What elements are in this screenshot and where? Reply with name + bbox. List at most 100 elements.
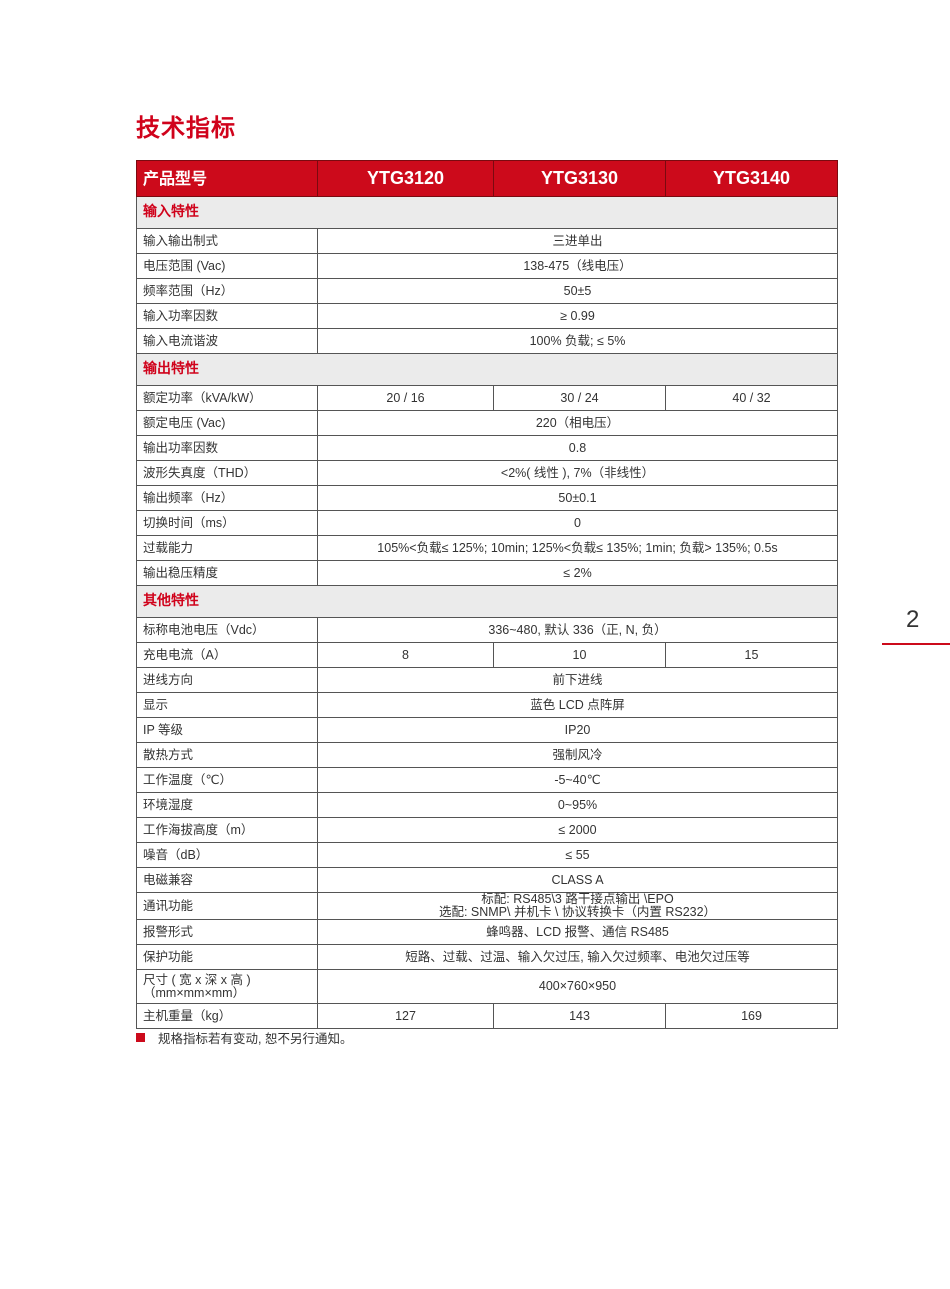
row-value: 蓝色 LCD 点阵屏 (317, 692, 838, 718)
row-value: 前下进线 (317, 667, 838, 693)
row-label: 切换时间（ms） (136, 510, 318, 536)
row-value: 127 (317, 1003, 494, 1029)
row-value: 50±5 (317, 278, 838, 304)
row-value: 0 (317, 510, 838, 536)
table-row: 输出稳压精度 ≤ 2% (136, 560, 838, 586)
row-label: 过载能力 (136, 535, 318, 561)
row-label: IP 等级 (136, 717, 318, 743)
page-title: 技术指标 (136, 114, 236, 142)
row-label: 报警形式 (136, 919, 318, 945)
row-value: 强制风冷 (317, 742, 838, 768)
row-value: 138-475（线电压） (317, 253, 838, 279)
section-title: 其他特性 (136, 585, 838, 618)
table-row: 环境湿度 0~95% (136, 792, 838, 818)
row-label: 工作温度（℃） (136, 767, 318, 793)
section-title: 输入特性 (136, 196, 838, 229)
row-label: 充电电流（A） (136, 642, 318, 668)
row-value: 30 / 24 (493, 385, 666, 411)
spec-table: 产品型号 YTG3120 YTG3130 YTG3140 输入特性 输入输出制式三… (136, 160, 838, 1029)
row-value: 50±0.1 (317, 485, 838, 511)
row-label: 保护功能 (136, 944, 318, 970)
row-value: ≤ 2000 (317, 817, 838, 843)
table-row: 尺寸 ( 宽 x 深 x 高 ) （mm×mm×mm） 400×760×950 (136, 969, 838, 1004)
table-row: 输出功率因数 0.8 (136, 435, 838, 461)
row-value: ≥ 0.99 (317, 303, 838, 329)
row-label: 电磁兼容 (136, 867, 318, 893)
table-row: 散热方式 强制风冷 (136, 742, 838, 768)
row-label: 主机重量（kg） (136, 1003, 318, 1029)
row-label: 电压范围 (Vac) (136, 253, 318, 279)
table-row: 工作海拔高度（m） ≤ 2000 (136, 817, 838, 843)
row-value: 40 / 32 (665, 385, 838, 411)
row-value: 10 (493, 642, 666, 668)
row-value: -5~40℃ (317, 767, 838, 793)
row-value: 15 (665, 642, 838, 668)
row-value: 8 (317, 642, 494, 668)
row-label: 输入输出制式 (136, 228, 318, 254)
row-value: 0.8 (317, 435, 838, 461)
table-row: 输入功率因数 ≥ 0.99 (136, 303, 838, 329)
row-label: 频率范围（Hz） (136, 278, 318, 304)
row-value: ≤ 2% (317, 560, 838, 586)
row-label: 输出频率（Hz） (136, 485, 318, 511)
table-row: 保护功能 短路、过载、过温、输入欠过压, 输入欠过频率、电池欠过压等 (136, 944, 838, 970)
table-row: IP 等级 IP20 (136, 717, 838, 743)
row-value: 336~480, 默认 336（正, N, 负） (317, 617, 838, 643)
table-row: 额定功率（kVA/kW） 20 / 16 30 / 24 40 / 32 (136, 385, 838, 411)
row-value: 蜂鸣器、LCD 报警、通信 RS485 (317, 919, 838, 945)
section-header-row: 输入特性 (136, 196, 838, 229)
row-label: 尺寸 ( 宽 x 深 x 高 ) （mm×mm×mm） (136, 969, 318, 1004)
row-label: 标称电池电压（Vdc） (136, 617, 318, 643)
model-header: YTG3120 (317, 160, 494, 197)
section-header-row: 其他特性 (136, 585, 838, 618)
table-row: 电压范围 (Vac) 138-475（线电压） (136, 253, 838, 279)
row-label: 显示 (136, 692, 318, 718)
row-label: 工作海拔高度（m） (136, 817, 318, 843)
row-label: 额定电压 (Vac) (136, 410, 318, 436)
page-number: 2 (906, 606, 920, 633)
row-label: 进线方向 (136, 667, 318, 693)
table-header-row: 产品型号 YTG3120 YTG3130 YTG3140 (136, 160, 838, 197)
row-label: 环境湿度 (136, 792, 318, 818)
table-row: 频率范围（Hz） 50±5 (136, 278, 838, 304)
row-label: 输入功率因数 (136, 303, 318, 329)
row-label: 散热方式 (136, 742, 318, 768)
row-value: 标配: RS485\3 路干接点输出 \EPO 选配: SNMP\ 并机卡 \ … (317, 892, 838, 920)
table-row: 主机重量（kg） 127 143 169 (136, 1003, 838, 1029)
red-square-bullet-icon (136, 1033, 145, 1042)
table-row: 输入输出制式 三进单出 (136, 228, 838, 254)
table-row: 输入电流谐波 100% 负载; ≤ 5% (136, 328, 838, 354)
table-row: 额定电压 (Vac) 220（相电压） (136, 410, 838, 436)
model-header: YTG3140 (665, 160, 838, 197)
model-header: YTG3130 (493, 160, 666, 197)
table-row: 过载能力 105%<负载≤ 125%; 10min; 125%<负载≤ 135%;… (136, 535, 838, 561)
table-row: 输出频率（Hz） 50±0.1 (136, 485, 838, 511)
row-label: 输出稳压精度 (136, 560, 318, 586)
table-row: 切换时间（ms） 0 (136, 510, 838, 536)
row-value: 400×760×950 (317, 969, 838, 1004)
row-value: <2%( 线性 ), 7%（非线性） (317, 460, 838, 486)
row-value: CLASS A (317, 867, 838, 893)
section-header-row: 输出特性 (136, 353, 838, 386)
row-value: 三进单出 (317, 228, 838, 254)
row-label: 额定功率（kVA/kW） (136, 385, 318, 411)
footnote-text: 规格指标若有变动, 恕不另行通知。 (158, 1032, 353, 1046)
footnote: 规格指标若有变动, 恕不另行通知。 (136, 1028, 352, 1047)
row-value: 0~95% (317, 792, 838, 818)
table-row: 电磁兼容 CLASS A (136, 867, 838, 893)
row-value: 220（相电压） (317, 410, 838, 436)
row-value: 143 (493, 1003, 666, 1029)
row-value: 20 / 16 (317, 385, 494, 411)
table-row: 通讯功能 标配: RS485\3 路干接点输出 \EPO 选配: SNMP\ 并机… (136, 892, 838, 920)
table-row: 报警形式 蜂鸣器、LCD 报警、通信 RS485 (136, 919, 838, 945)
row-value: 169 (665, 1003, 838, 1029)
table-row: 波形失真度（THD） <2%( 线性 ), 7%（非线性） (136, 460, 838, 486)
row-value: 短路、过载、过温、输入欠过压, 输入欠过频率、电池欠过压等 (317, 944, 838, 970)
header-label: 产品型号 (136, 160, 318, 197)
table-row: 噪音（dB） ≤ 55 (136, 842, 838, 868)
row-label: 输入电流谐波 (136, 328, 318, 354)
table-row: 进线方向 前下进线 (136, 667, 838, 693)
row-value: ≤ 55 (317, 842, 838, 868)
row-label: 输出功率因数 (136, 435, 318, 461)
page-number-underline (882, 643, 950, 645)
